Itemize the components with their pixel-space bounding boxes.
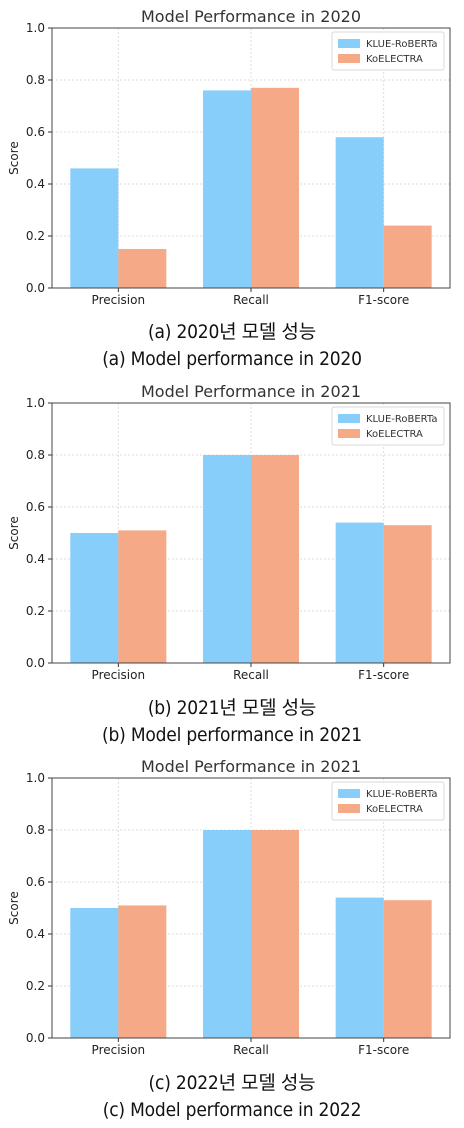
y-tick-label: 0.6 xyxy=(26,125,45,139)
y-tick-label: 0.4 xyxy=(26,177,45,191)
bar-koelectra-f1-score xyxy=(383,225,432,288)
y-tick-label: 1.0 xyxy=(26,396,45,410)
y-tick-label: 1.0 xyxy=(26,771,45,785)
legend-swatch xyxy=(338,414,360,423)
y-tick-label: 0.4 xyxy=(26,552,45,566)
bar-koelectra-precision xyxy=(118,530,167,663)
caption-ko-2020: (a) 2020년 모델 성능 xyxy=(148,321,316,343)
chart-title: Model Performance in 2021 xyxy=(141,382,361,401)
x-tick-label: Recall xyxy=(233,1043,269,1057)
bar-klue-roberta-precision xyxy=(70,533,119,663)
x-tick-label: F1-score xyxy=(358,1043,409,1057)
x-tick-label: F1-score xyxy=(358,668,409,682)
bar-chart-2020: Model Performance in 2020 Score 0.0 0.2 0.4 0… xyxy=(7,7,451,307)
x-tick-label: F1-score xyxy=(358,293,409,307)
legend-label: KoELECTRA xyxy=(366,429,423,440)
y-axis-label: Score xyxy=(7,891,21,925)
legend-swatch xyxy=(338,429,360,438)
chart-title: Model Performance in 2021 xyxy=(141,757,361,776)
y-tick-label: 0.6 xyxy=(26,875,45,889)
bar-koelectra-precision xyxy=(118,905,167,1038)
legend-label: KoELECTRA xyxy=(366,54,423,65)
y-tick-label: 0.8 xyxy=(26,448,45,462)
y-tick-label: 0.8 xyxy=(26,823,45,837)
bar-koelectra-recall xyxy=(251,87,299,288)
bar-koelectra-f1-score xyxy=(383,525,432,663)
y-tick-label: 1.0 xyxy=(26,21,45,35)
x-tick-label: Recall xyxy=(233,293,269,307)
y-tick-label: 0.2 xyxy=(26,604,45,618)
legend-label: KLUE-RoBERTa xyxy=(366,414,437,425)
bar-koelectra-f1-score xyxy=(383,900,432,1038)
x-tick-label: Precision xyxy=(92,1043,146,1057)
legend-swatch xyxy=(338,789,360,798)
y-tick-label: 0.0 xyxy=(26,1031,45,1045)
bar-klue-roberta-precision xyxy=(70,908,119,1038)
x-tick-label: Recall xyxy=(233,668,269,682)
legend-label: KoELECTRA xyxy=(366,804,423,815)
caption-en-2022: (c) Model performance in 2022 xyxy=(102,1099,362,1121)
chart-panel-2021: Model Performance in 2021 Score 0.0 0.2 0.4 0… xyxy=(0,375,464,685)
legend-label: KLUE-RoBERTa xyxy=(366,39,437,50)
y-tick-label: 0.0 xyxy=(26,281,45,295)
legend-label: KLUE-RoBERTa xyxy=(366,789,437,800)
plot-frame xyxy=(51,402,451,664)
bar-koelectra-recall xyxy=(251,455,299,663)
x-tick-label: Precision xyxy=(92,293,146,307)
bar-klue-roberta-f1-score xyxy=(335,897,384,1038)
bar-klue-roberta-recall xyxy=(203,90,251,289)
bar-chart-2021: Model Performance in 2021 Score 0.0 0.2 0.4 0… xyxy=(7,382,451,682)
legend-swatch xyxy=(338,54,360,63)
caption-ko-2021: (b) 2021년 모델 성능 xyxy=(147,697,317,719)
plot-frame xyxy=(51,27,451,289)
y-tick-label: 0.6 xyxy=(26,500,45,514)
bar-koelectra-recall xyxy=(251,830,299,1038)
chart-panel-2020: Model Performance in 2020 Score 0.0 0.2 0.4 0… xyxy=(0,0,464,310)
bar-klue-roberta-recall xyxy=(203,830,251,1038)
bar-klue-roberta-f1-score xyxy=(335,522,384,663)
bar-klue-roberta-recall xyxy=(203,455,251,663)
plot-frame xyxy=(51,777,451,1039)
chart-title: Model Performance in 2020 xyxy=(141,7,361,26)
x-tick-label: Precision xyxy=(92,668,146,682)
y-axis-label: Score xyxy=(7,516,21,550)
caption-ko-2022: (c) 2022년 모델 성능 xyxy=(148,1072,316,1094)
y-tick-label: 0.0 xyxy=(26,656,45,670)
bar-chart-2022: Model Performance in 2021 Score 0.0 0.2 0.4 0… xyxy=(7,757,451,1057)
legend-swatch xyxy=(338,804,360,813)
y-tick-label: 0.2 xyxy=(26,979,45,993)
caption-en-2021: (b) Model performance in 2021 xyxy=(102,724,362,746)
bar-koelectra-precision xyxy=(118,249,167,288)
y-axis-label: Score xyxy=(7,141,21,175)
y-tick-label: 0.2 xyxy=(26,229,45,243)
y-tick-label: 0.8 xyxy=(26,73,45,87)
bar-klue-roberta-precision xyxy=(70,168,119,288)
bar-klue-roberta-f1-score xyxy=(335,137,384,288)
legend-swatch xyxy=(338,39,360,48)
y-tick-label: 0.4 xyxy=(26,927,45,941)
chart-panel-2022: Model Performance in 2021 Score 0.0 0.2 0.4 0… xyxy=(0,750,464,1060)
caption-en-2020: (a) Model performance in 2020 xyxy=(102,348,362,370)
